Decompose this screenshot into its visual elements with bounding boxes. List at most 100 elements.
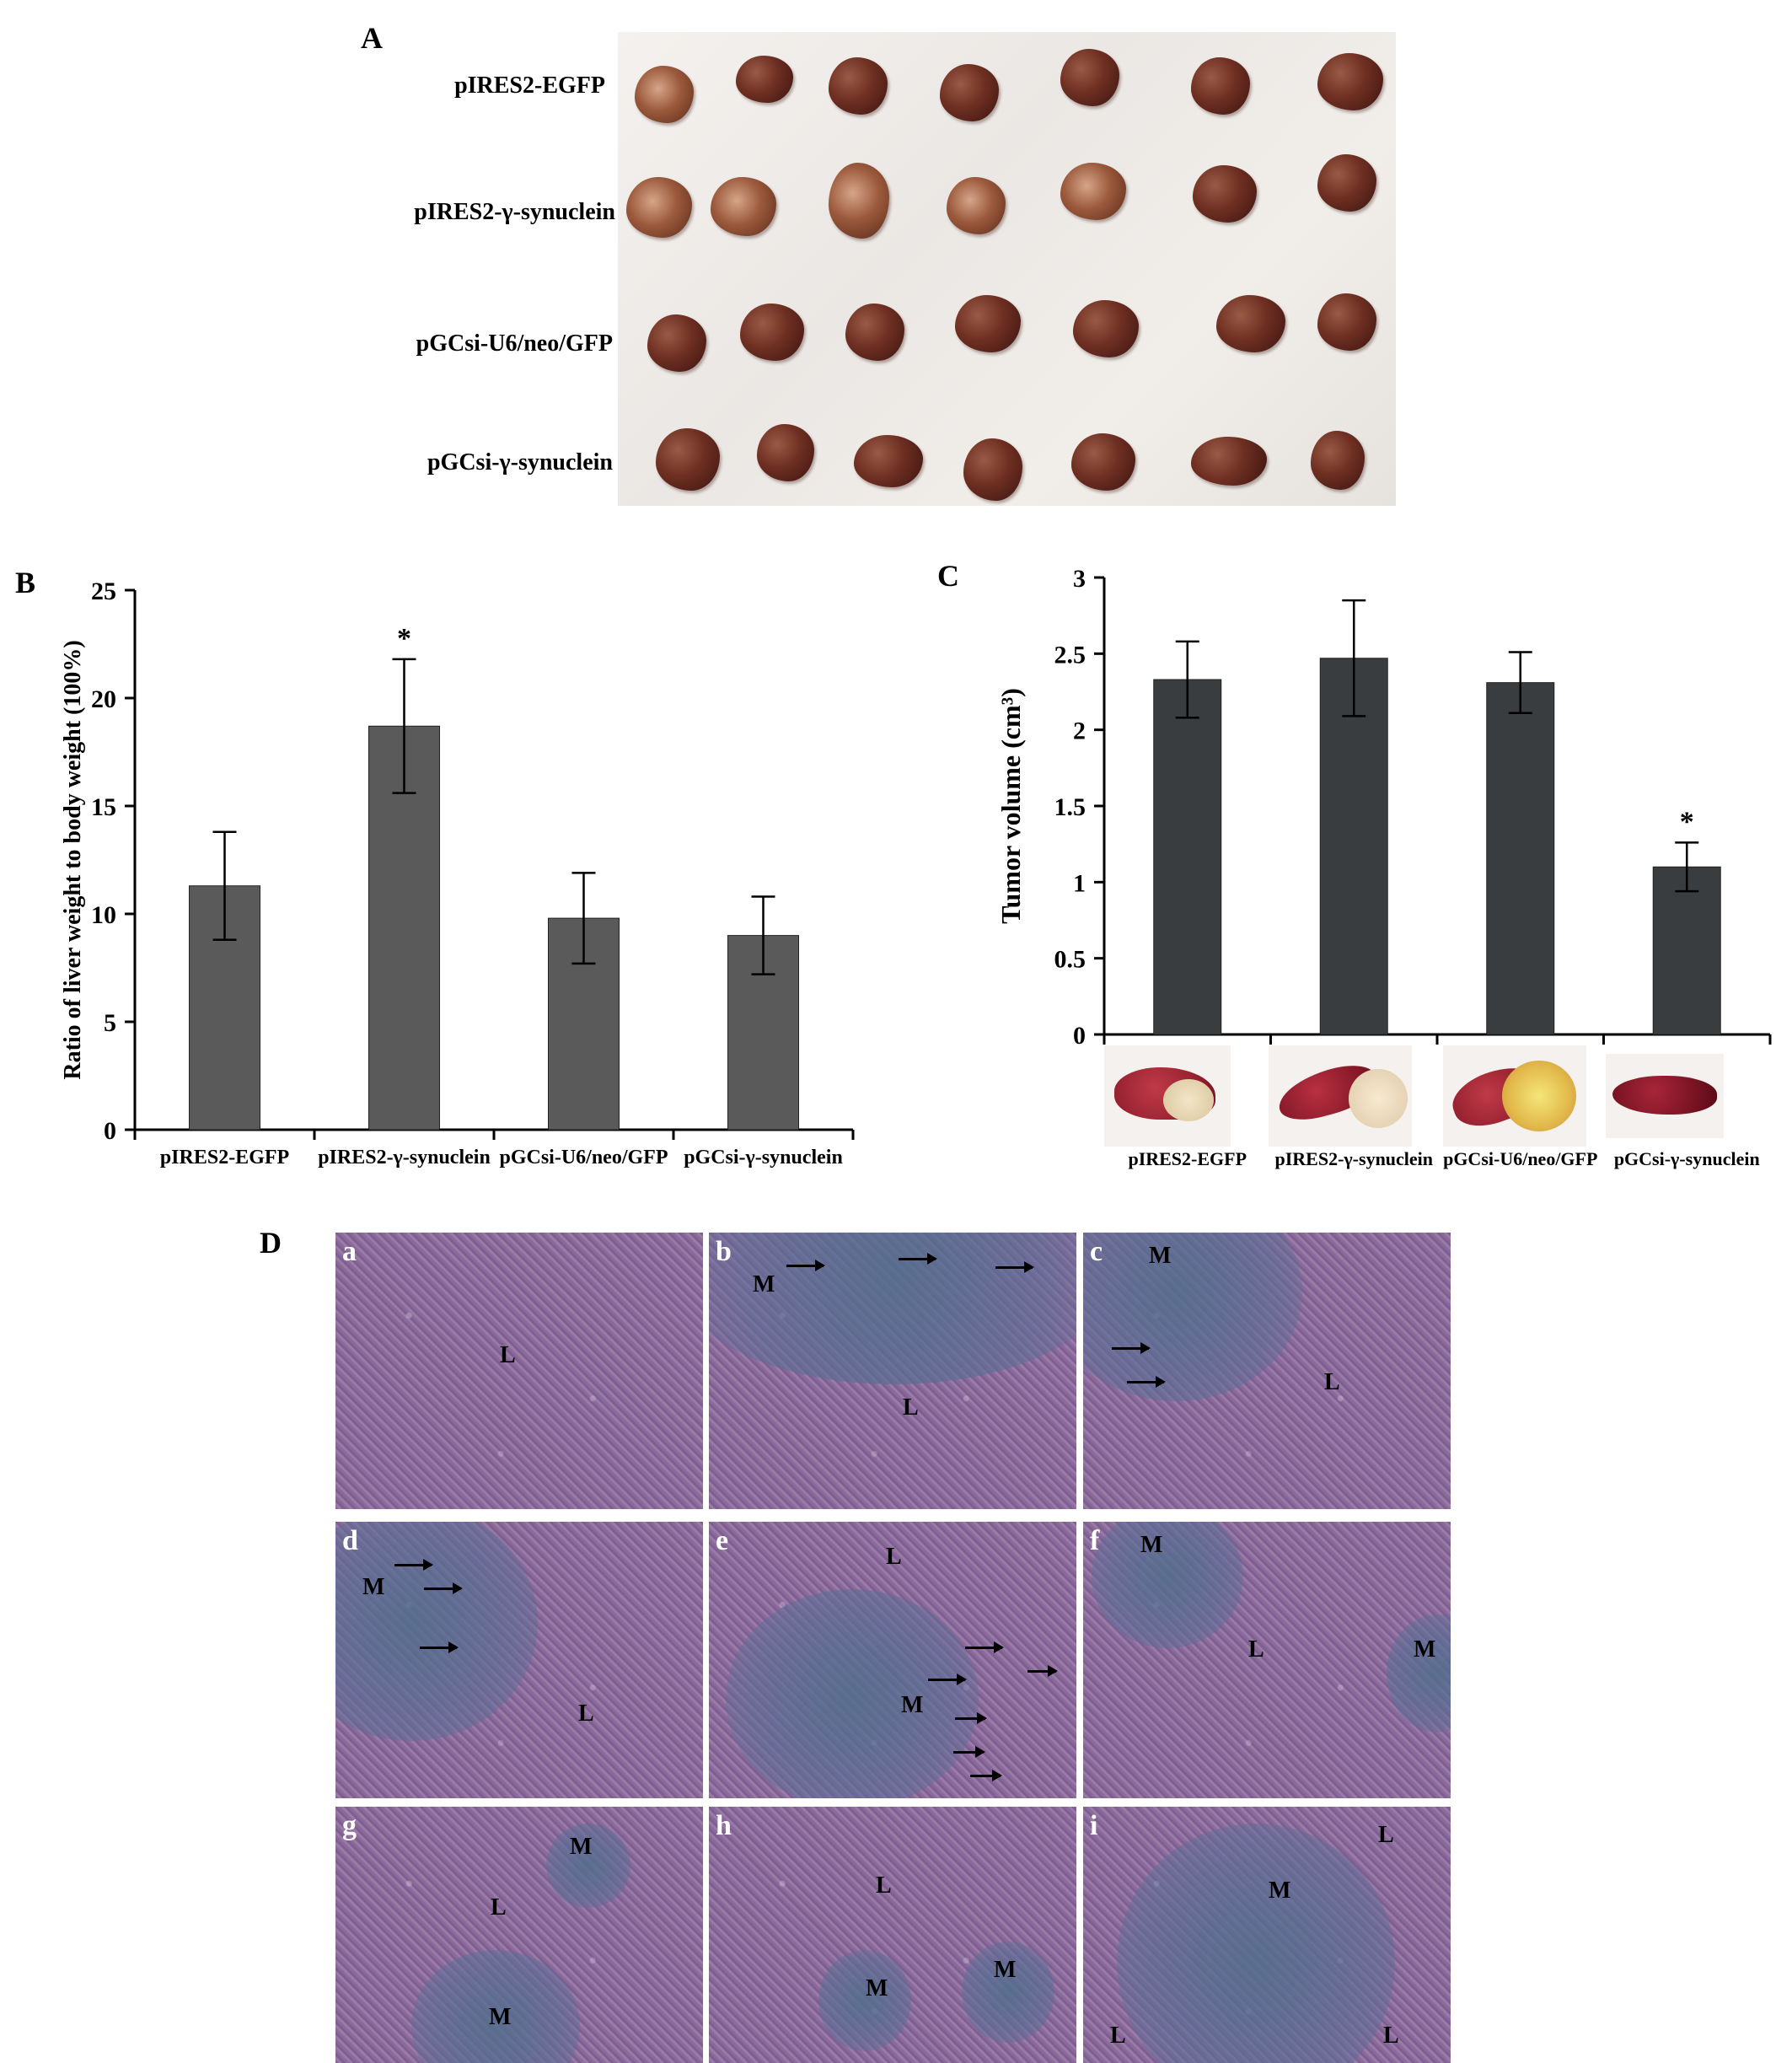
x-category-label: pGCsi-U6/neo/GFP (1443, 1148, 1597, 1169)
x-category-label: pGCsi-γ-synuclein (684, 1147, 843, 1168)
region-label-metastasis: M (1140, 1532, 1163, 1558)
y-tick-label: 0 (1073, 1022, 1086, 1050)
region-label-liver: L (500, 1342, 516, 1368)
liver-specimen (1060, 163, 1126, 220)
bar (1319, 658, 1388, 1035)
histology-tile-h: h L M M (709, 1807, 1076, 2063)
arrow-icon (995, 1261, 1034, 1273)
arrow-icon (394, 1559, 433, 1571)
arrow-icon (420, 1641, 459, 1653)
histology-tile-i: i L M L L (1083, 1807, 1451, 2063)
y-tick-label: 20 (91, 685, 116, 713)
region-label-liver: L (876, 1872, 892, 1899)
liver-specimen (829, 163, 889, 239)
y-tick-label: 2.5 (1054, 641, 1086, 669)
y-tick-label: 25 (91, 578, 116, 605)
liver-specimen (656, 428, 720, 491)
histology-tile-d: d M L (335, 1522, 703, 1798)
metastasis-region (411, 1950, 580, 2063)
liver-specimen (947, 177, 1006, 234)
y-tick-label: 0.5 (1054, 946, 1086, 974)
metastasis-region (726, 1589, 979, 1798)
region-label-metastasis: M (1149, 1243, 1172, 1269)
y-tick-label: 2 (1073, 717, 1086, 745)
liver-specimen (1317, 293, 1376, 351)
liver-specimens-photo (618, 32, 1396, 506)
histology-tile-b: b M L (709, 1233, 1076, 1509)
tumor-photo-pires2-egfp (1104, 1045, 1231, 1147)
region-label-liver: L (1378, 1822, 1394, 1848)
region-label-metastasis: M (570, 1834, 593, 1860)
bar (1153, 679, 1222, 1035)
y-tick-label: 0 (104, 1117, 116, 1145)
x-category-label: pIRES2-EGFP (160, 1147, 289, 1168)
tile-letter: e (716, 1525, 729, 1556)
liver-specimen (757, 424, 814, 481)
row-label-pgcsi-gamma-synuclein: pGCsi-γ-synuclein (427, 449, 613, 475)
histology-tile-c: c M L (1083, 1233, 1451, 1509)
metastasis-region (1092, 1522, 1243, 1648)
arrow-icon (928, 1674, 967, 1685)
liver-specimen (635, 66, 694, 123)
arrow-icon (899, 1253, 937, 1265)
row-label-pgcsi-u6-neo-gfp: pGCsi-U6/neo/GFP (416, 330, 613, 357)
bar (1486, 682, 1555, 1035)
region-label-liver: L (1110, 2023, 1126, 2049)
metastasis-region (546, 1824, 630, 1908)
panel-a-letter: A (361, 21, 383, 55)
histology-tile-e: e L M (709, 1522, 1076, 1798)
region-label-liver: L (1324, 1369, 1340, 1395)
liver-ratio-bar-chart: 0 5 10 15 20 25 Ratio of liver weight to body … (60, 578, 855, 1168)
tile-letter: b (716, 1236, 732, 1267)
y-tick-label: 10 (91, 901, 116, 929)
arrow-icon (965, 1641, 1004, 1653)
region-label-liver: L (1248, 1636, 1264, 1663)
significance-marker: * (1680, 806, 1694, 837)
tile-letter: i (1090, 1810, 1098, 1841)
region-label-metastasis: M (994, 1957, 1017, 1983)
arrow-icon (786, 1260, 825, 1271)
y-tick-label: 15 (91, 793, 116, 821)
tile-letter: d (342, 1525, 358, 1556)
region-label-metastasis: M (753, 1271, 775, 1297)
region-label-liver: L (886, 1544, 902, 1570)
arrow-icon (970, 1770, 1002, 1781)
liver-specimen (1317, 53, 1383, 110)
liver-specimen (1191, 437, 1267, 486)
tumor-nodule (1502, 1061, 1576, 1131)
metastasis-region (818, 1950, 911, 2051)
tumor-photo-pgcsi-u6-neo-gfp (1443, 1045, 1586, 1147)
metastasis-region (1387, 1614, 1451, 1733)
liver-specimen (845, 304, 904, 361)
liver-specimen (711, 177, 776, 236)
x-category-label: pGCsi-U6/neo/GFP (499, 1147, 668, 1168)
arrow-icon (955, 1712, 987, 1724)
liver-specimen (955, 295, 1021, 352)
liver-specimen (1311, 431, 1365, 490)
metastasis-region (1083, 1233, 1302, 1401)
tumor-nodule (1349, 1069, 1408, 1128)
tumor-volume-bar-chart: 0 0.5 1 1.5 2 2.5 3 Tumor volume (cm³) pIRES2-EG… (995, 565, 1772, 1169)
panel-b-letter: B (15, 566, 36, 599)
arrow-icon (1027, 1665, 1058, 1677)
region-label-metastasis: M (1269, 1878, 1291, 1904)
region-label-metastasis: M (362, 1574, 385, 1600)
x-category-label: pIRES2-EGFP (1128, 1148, 1247, 1169)
histology-tile-f: f M L M (1083, 1522, 1451, 1798)
liver-specimen (829, 57, 888, 115)
liver-specimen (1193, 165, 1257, 223)
arrow-icon (953, 1746, 985, 1758)
tumor-photo-pgcsi-gamma-synuclein (1606, 1054, 1724, 1138)
liver-specimen (1191, 57, 1250, 115)
region-label-liver: L (491, 1894, 507, 1921)
liver-specimen (740, 304, 804, 361)
region-label-metastasis: M (866, 1975, 888, 2001)
arrow-icon (1112, 1342, 1151, 1354)
liver-specimen (1071, 433, 1135, 491)
tumor-photo-pires2-gamma-synuclein (1269, 1045, 1412, 1147)
bar (1652, 866, 1721, 1035)
tile-letter: g (342, 1810, 357, 1841)
histology-tile-a: a L (335, 1233, 703, 1509)
liver-specimen (1317, 154, 1376, 212)
histology-tile-g: g M L M (335, 1807, 703, 2063)
